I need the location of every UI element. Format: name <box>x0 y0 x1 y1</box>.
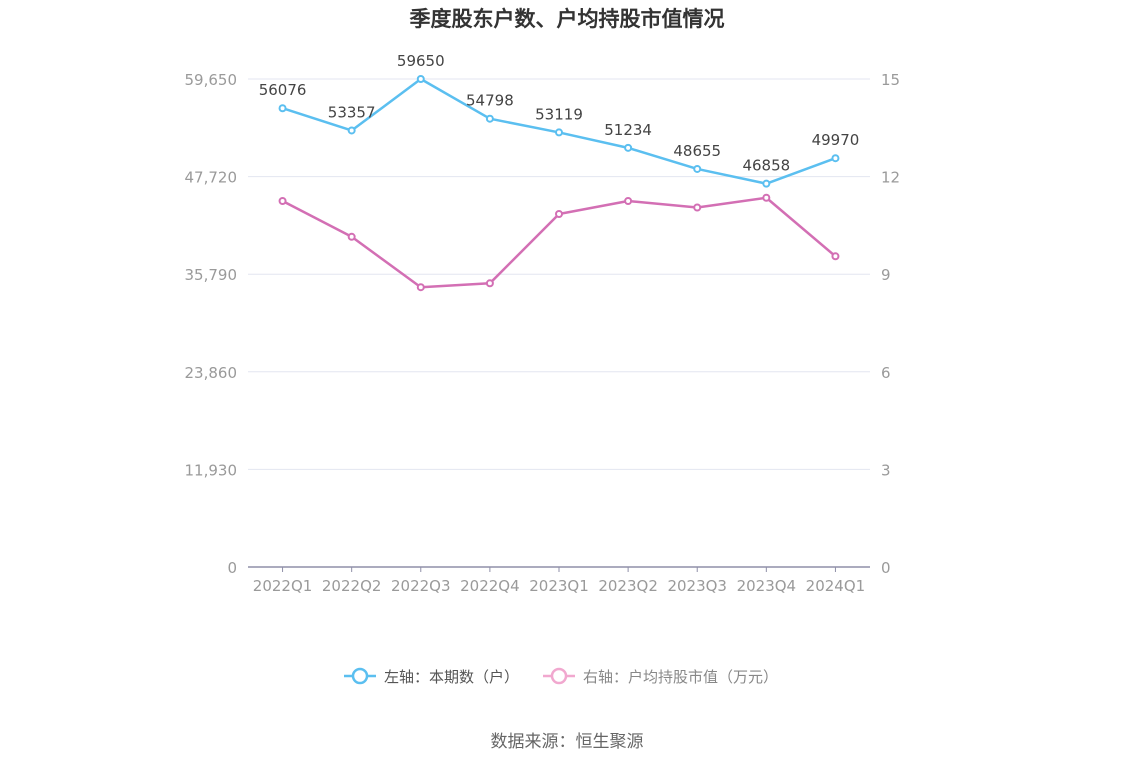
right-axis-tick-label: 0 <box>881 559 891 577</box>
legend-label: 左轴：本期数（户） <box>384 668 519 686</box>
data-point-left <box>693 164 702 173</box>
x-axis-tick-label: 2022Q4 <box>460 577 520 595</box>
data-point-left <box>485 114 494 123</box>
legend-circle-icon <box>351 667 369 685</box>
data-point-left <box>416 75 425 83</box>
left-axis-tick-label: 35,790 <box>185 266 238 284</box>
data-label: 53357 <box>328 103 376 121</box>
legend-item-right[interactable]: 右轴：户均持股市值（万元） <box>543 667 778 686</box>
data-point-right <box>485 279 494 288</box>
left-axis-tick-label: 47,720 <box>185 169 238 187</box>
data-point-right <box>347 232 356 241</box>
x-axis-tick-label: 2023Q3 <box>667 577 727 595</box>
data-point-left <box>555 128 563 137</box>
x-axis-tick-label: 2023Q4 <box>737 577 797 595</box>
data-label: 49970 <box>812 131 860 149</box>
data-point-right <box>762 193 771 202</box>
data-point-left <box>831 154 840 163</box>
data-label: 48655 <box>673 142 721 160</box>
data-point-right <box>831 252 840 261</box>
data-label: 51234 <box>604 121 652 139</box>
data-label: 46858 <box>742 157 790 175</box>
x-axis-tick-label: 2023Q2 <box>598 577 658 595</box>
legend[interactable]: 左轴：本期数（户） 右轴：户均持股市值（万元） <box>344 667 778 686</box>
x-axis-tick-label: 2022Q2 <box>322 577 382 595</box>
data-point-right <box>693 203 702 212</box>
data-point-right <box>624 197 633 205</box>
legend-circle-icon <box>550 667 568 685</box>
left-axis-tick-label: 0 <box>227 559 237 577</box>
legend-label: 右轴：户均持股市值（万元） <box>583 668 778 686</box>
axes: 0 0 11,930 3 23,860 6 35,790 9 47,720 12 59,650 15 2… <box>185 71 901 595</box>
data-point-left <box>624 143 633 152</box>
x-axis-tick-label: 2022Q1 <box>253 577 313 595</box>
grid-lines <box>248 78 870 470</box>
right-axis-tick-label: 9 <box>881 266 891 284</box>
source-note: 数据来源：恒生聚源 <box>491 732 644 752</box>
legend-item-left[interactable]: 左轴：本期数（户） <box>344 667 519 686</box>
data-point-right <box>555 210 563 219</box>
chart-title: 季度股东户数、户均持股市值情况 <box>410 7 725 31</box>
left-axis-tick-label: 23,860 <box>185 364 238 382</box>
data-label: 53119 <box>535 105 583 123</box>
data-point-left <box>347 126 356 135</box>
right-axis-tick-label: 3 <box>881 461 891 479</box>
x-axis-tick-label: 2022Q3 <box>391 577 451 595</box>
x-axis-tick-label: 2023Q1 <box>529 577 589 595</box>
data-point-right <box>416 283 425 292</box>
x-axis-tick-label: 2024Q1 <box>806 577 866 595</box>
data-label: 59650 <box>397 52 445 70</box>
data-point-left <box>278 104 287 113</box>
series-group: 56076 53357 59650 54798 53119 51234 48655 46858… <box>259 52 860 292</box>
data-point-left <box>762 179 771 188</box>
left-axis-tick-label: 59,650 <box>185 71 238 89</box>
right-axis-tick-label: 12 <box>881 169 900 187</box>
right-axis-tick-label: 15 <box>881 71 900 89</box>
data-point-right <box>278 197 287 205</box>
data-label: 56076 <box>259 81 307 99</box>
left-axis-tick-label: 11,930 <box>185 461 238 479</box>
data-label: 54798 <box>466 92 514 110</box>
right-axis-tick-label: 6 <box>881 364 891 382</box>
